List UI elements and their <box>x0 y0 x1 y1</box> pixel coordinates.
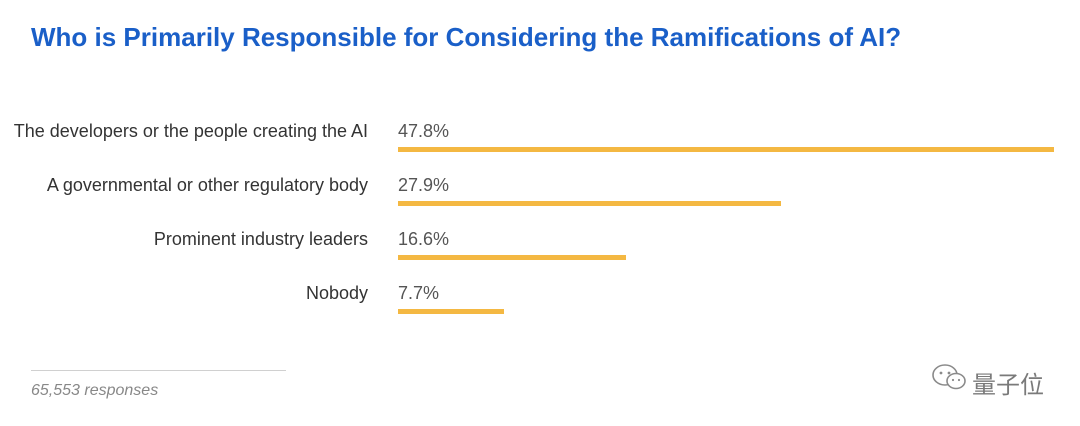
value-label: 7.7% <box>398 283 440 303</box>
category-label: A governmental or other regulatory body <box>46 175 368 195</box>
bar <box>398 255 626 260</box>
wechat-icon <box>932 364 966 390</box>
value-label: 27.9% <box>398 175 450 195</box>
category-label: Nobody <box>305 283 368 303</box>
response-count: 65,553 responses <box>31 382 159 399</box>
value-label: 16.6% <box>398 229 450 249</box>
watermark: 量子位 <box>930 362 1050 399</box>
watermark-text: 量子位 <box>972 372 1044 399</box>
bar <box>398 147 1054 152</box>
value-label: 47.8% <box>398 121 450 141</box>
chart-title: Who is Primarily Responsible for Conside… <box>31 22 902 52</box>
footer-divider <box>31 370 286 371</box>
bar <box>398 309 504 314</box>
category-label: The developers or the people creating th… <box>13 121 368 141</box>
bar <box>398 201 781 206</box>
category-label: Prominent industry leaders <box>153 229 368 249</box>
